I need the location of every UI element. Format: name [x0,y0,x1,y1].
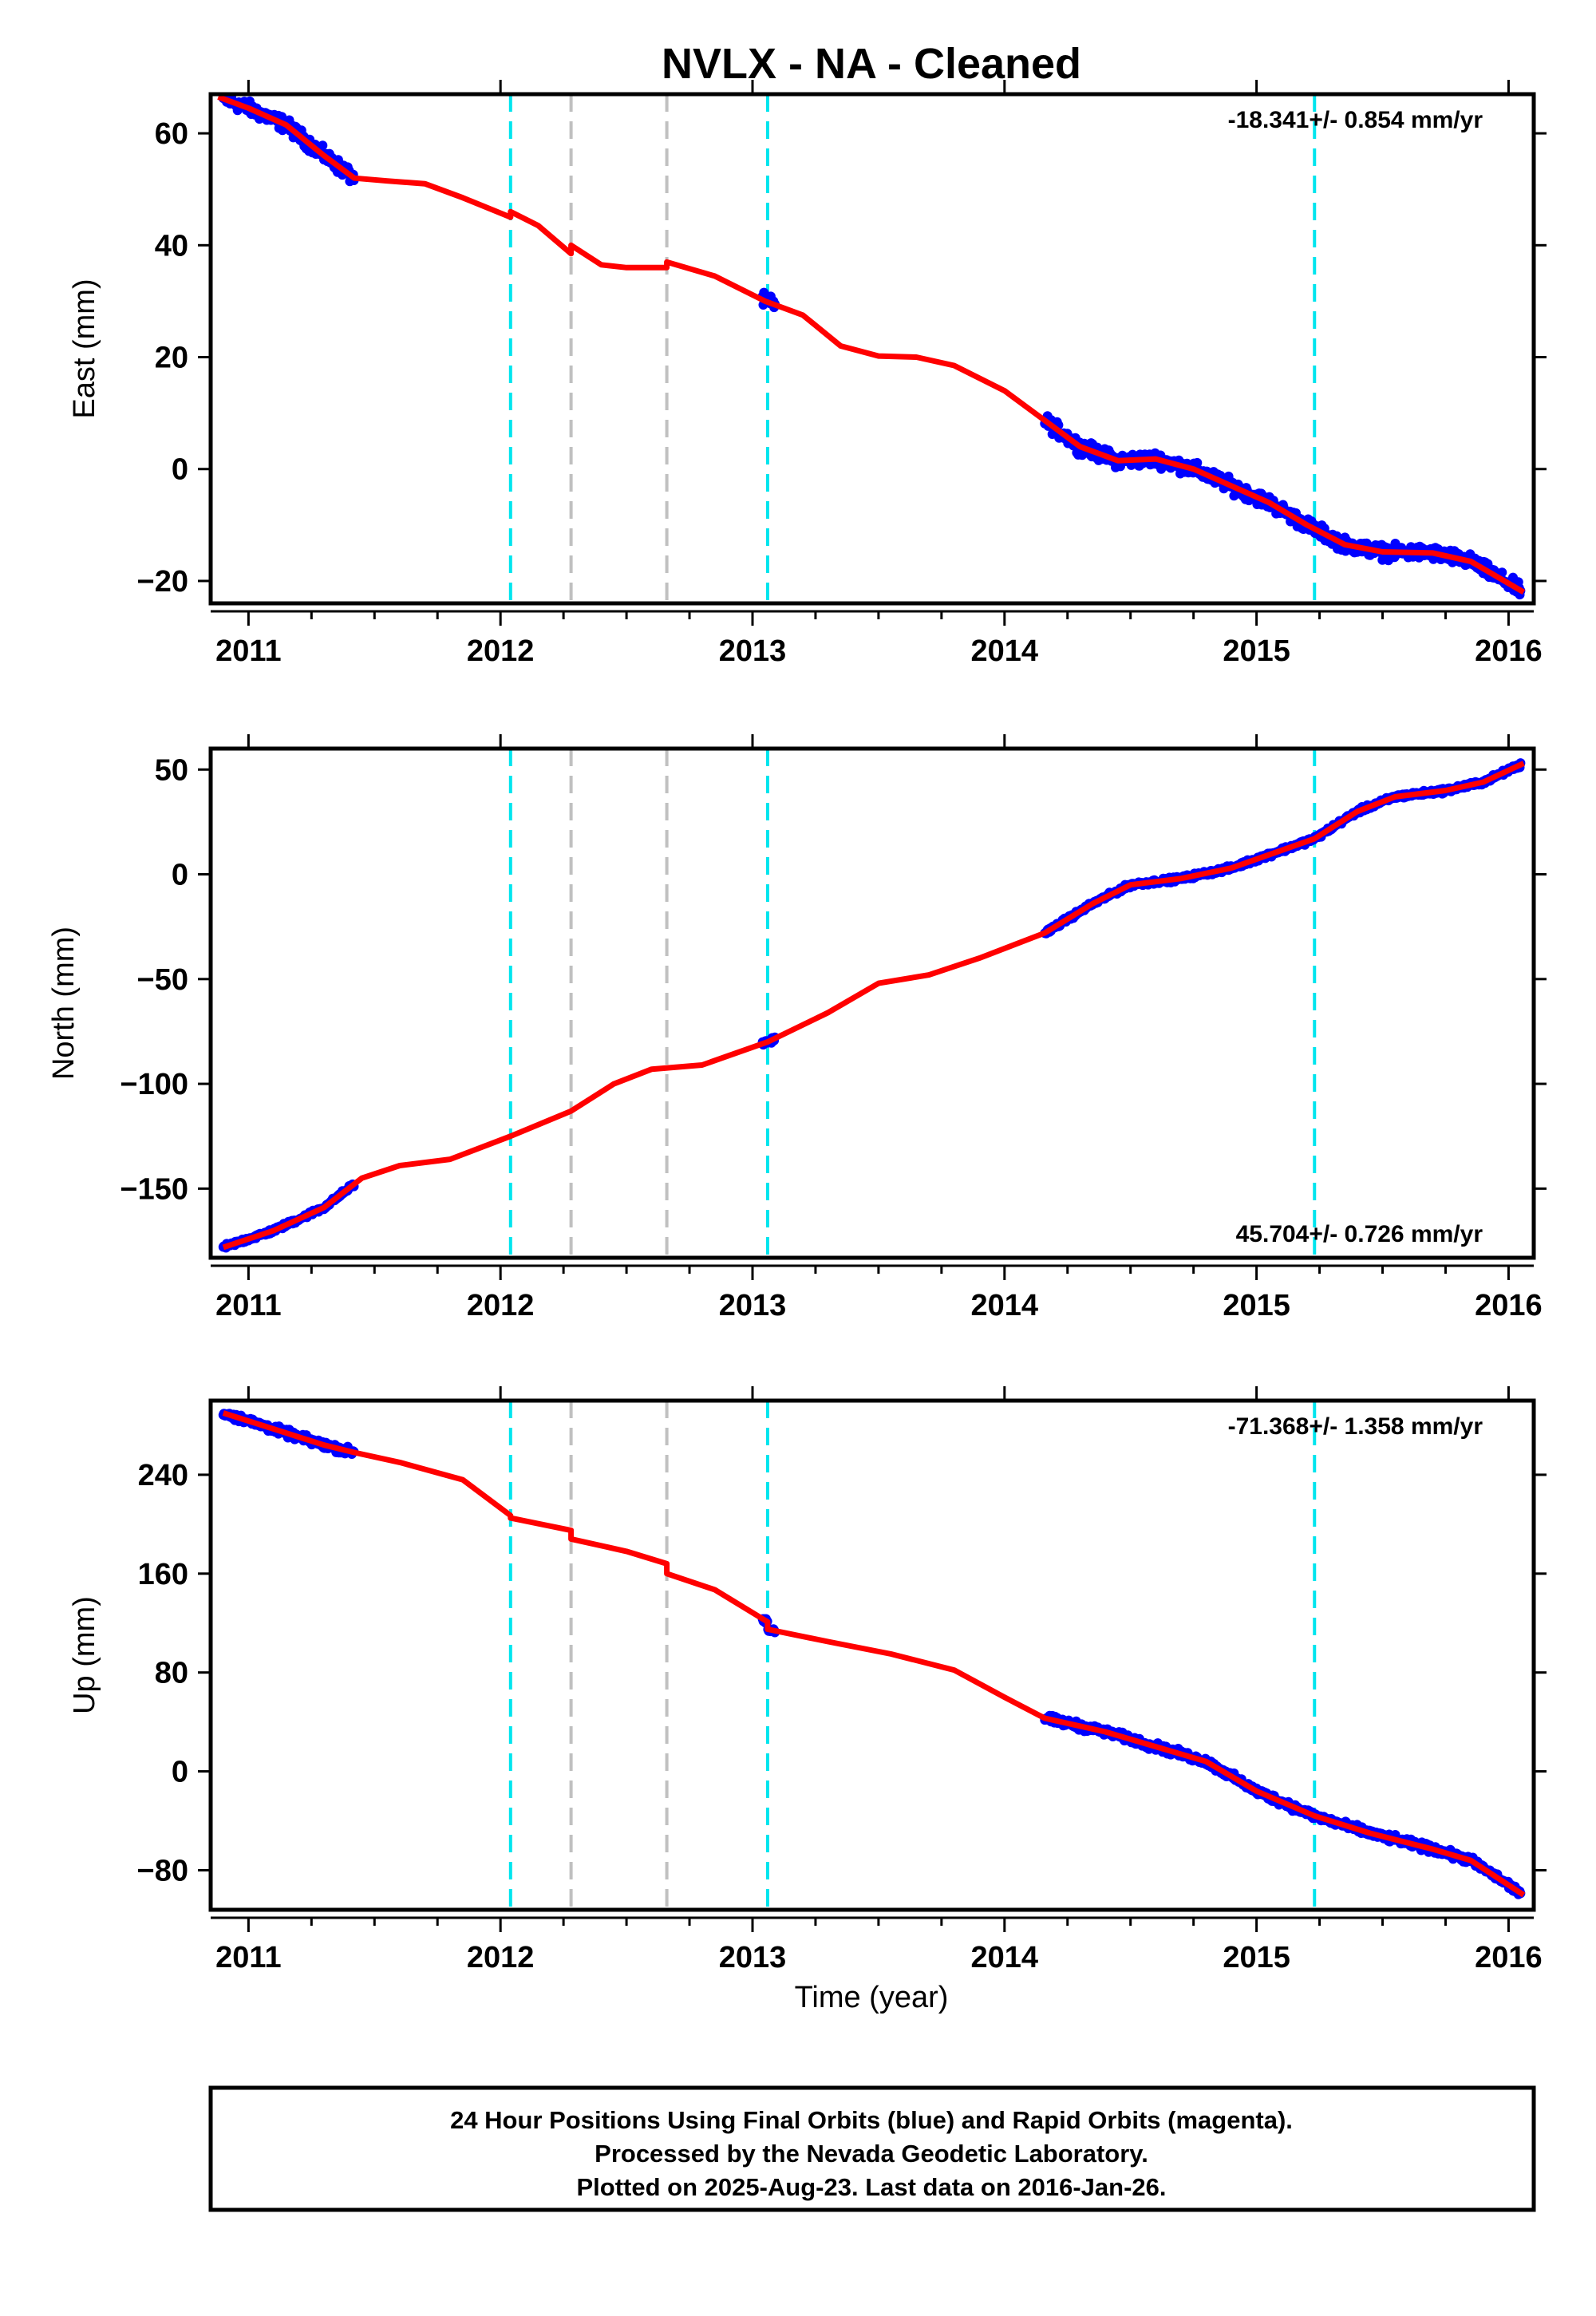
y-tick-label: 60 [155,117,188,151]
y-tick-label: 80 [155,1657,188,1690]
x-tick-label: 2011 [215,1289,281,1322]
x-tick-label: 2011 [215,634,281,668]
up-plot-area [218,1401,1526,1910]
x-tick-label: 2016 [1475,1289,1543,1322]
y-tick-label: 20 [155,342,188,375]
x-tick-label: 2013 [719,634,787,668]
footer-line-2: Processed by the Nevada Geodetic Laborat… [595,2140,1148,2168]
x-tick-label: 2012 [467,1941,535,1974]
x-tick-label: 2013 [719,1289,787,1322]
x-tick-label: 2011 [215,1941,281,1974]
east-frame [208,92,1536,606]
x-tick-label: 2014 [971,634,1039,668]
y-tick-label: 0 [172,1756,188,1789]
north-plot-area [218,749,1526,1258]
up-data-points [218,1409,1526,1899]
east-model-line [217,94,1526,595]
y-tick-label: −150 [120,1172,188,1206]
data-point [1497,567,1507,578]
y-tick-label: −20 [137,565,188,599]
north-frame [208,746,1536,1260]
up-rate-label: -71.368+/- 1.358 mm/yr [1228,1413,1483,1440]
x-tick-label: 2012 [467,1289,535,1322]
x-tick-label: 2014 [971,1941,1039,1974]
x-tick-label: 2016 [1475,634,1543,668]
footer-line-1: 24 Hour Positions Using Final Orbits (bl… [450,2106,1293,2134]
panels-group: 60 40 20 0 −20 2011 2012 2013 2014 2015 2016 East (… [47,80,1547,1974]
up-frame [208,1398,1536,1912]
north-y-axis-label: North (mm) [47,927,81,1080]
north-rate-label: 45.704+/- 0.726 mm/yr [1236,1221,1483,1247]
north-panel: 50 0 −50 −100 −150 2011 2012 2013 2014 2015 2016 No… [47,734,1547,1322]
x-tick-label: 2015 [1223,634,1290,668]
y-tick-label: 40 [155,229,188,263]
chart-title: NVLX - NA - Cleaned [662,40,1081,88]
north-model-line [222,761,1525,1251]
x-tick-label: 2015 [1223,1289,1290,1322]
footer-line-3: Plotted on 2025-Aug-23. Last data on 201… [576,2173,1166,2201]
footer-box [208,2085,1536,2212]
x-axis-label: Time (year) [795,1981,949,2014]
y-tick-label: −80 [137,1854,188,1887]
data-point [318,140,328,151]
y-tick-label: 240 [138,1459,188,1492]
y-tick-label: −50 [137,963,188,997]
x-tick-label: 2013 [719,1941,787,1974]
east-panel: 60 40 20 0 −20 2011 2012 2013 2014 2015 2016 East (… [68,80,1547,668]
x-tick-label: 2012 [467,634,535,668]
y-tick-label: 50 [155,753,188,787]
y-tick-label: 0 [172,453,188,487]
x-tick-label: 2015 [1223,1941,1290,1974]
y-tick-label: −100 [120,1068,188,1101]
up-panel: 240 160 80 0 −80 2011 2012 2013 2014 2015 2016 Up (… [68,1386,1547,1974]
east-data-points [218,94,1526,600]
east-rate-label: -18.341+/- 0.854 mm/yr [1228,107,1483,133]
east-y-axis-label: East (mm) [68,279,101,418]
y-tick-label: 160 [138,1558,188,1591]
x-tick-label: 2016 [1475,1941,1543,1974]
east-plot-area [217,94,1526,603]
y-tick-label: 0 [172,859,188,892]
up-model-line [222,1410,1526,1898]
up-y-axis-label: Up (mm) [68,1596,101,1714]
x-tick-label: 2014 [971,1289,1039,1322]
